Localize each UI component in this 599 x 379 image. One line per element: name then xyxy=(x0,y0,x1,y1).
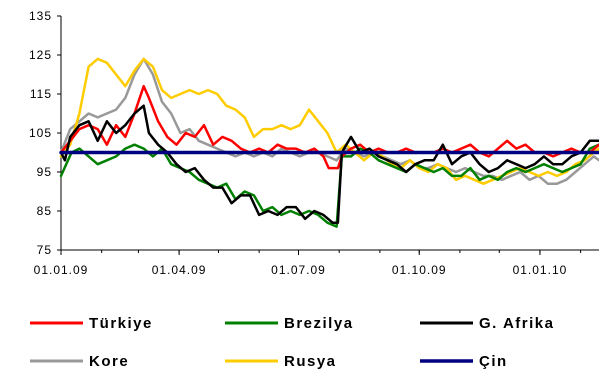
x-tick-label: 01.10.09 xyxy=(392,263,447,277)
legend-label: Türkiye xyxy=(89,315,153,332)
x-tick-label: 01.01.09 xyxy=(34,263,89,277)
y-tick-label: 85 xyxy=(37,204,52,218)
y-tick-label: 125 xyxy=(29,48,52,62)
chart-legend: Türkiye Brezilya G. Afrika Kore Rusya Çin xyxy=(30,315,554,370)
legend-label: Brezilya xyxy=(284,315,354,332)
y-tick-label: 105 xyxy=(29,126,52,140)
series-line-brezilya xyxy=(59,143,599,228)
x-tick-label: 01.04.09 xyxy=(152,263,207,277)
legend-label: Rusya xyxy=(284,353,337,370)
series-line-rusya xyxy=(59,57,599,185)
legend-label: G. Afrika xyxy=(479,315,554,332)
series-line-türkiye xyxy=(59,84,599,170)
x-tick-label: 01.01.10 xyxy=(513,263,568,277)
series-line-kore xyxy=(59,57,599,185)
y-tick-label: 75 xyxy=(37,243,52,257)
x-tick-label: 01.07.09 xyxy=(271,263,326,277)
y-tick-label: 95 xyxy=(37,165,52,179)
chart-axes: 75 85 95 105 115 125 135 01.01.09 01.04.09 01.07.… xyxy=(29,9,599,277)
y-tick-label: 115 xyxy=(30,87,52,101)
y-tick-label: 135 xyxy=(29,9,52,23)
legend-label: Çin xyxy=(479,353,508,370)
series-line-g-afrika xyxy=(59,104,599,224)
chart-series xyxy=(59,57,599,228)
legend-label: Kore xyxy=(89,353,129,370)
